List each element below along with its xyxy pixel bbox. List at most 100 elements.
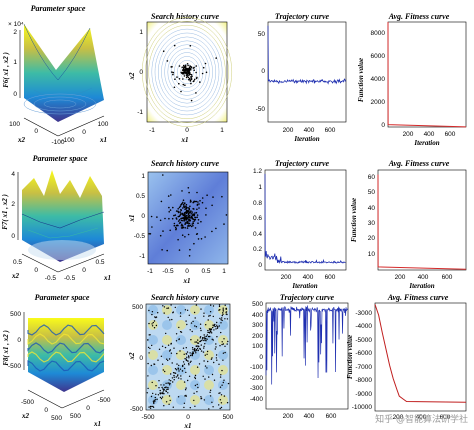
search-point (181, 66, 183, 69)
contour-blob (190, 365, 200, 375)
search-point (194, 384, 197, 387)
x-tick: -500 (97, 397, 110, 404)
search-point (222, 381, 224, 384)
panel-trajectory-0: Trajectory curve 50 0 -50 200 400 600 It… (256, 12, 347, 143)
search-point (193, 69, 195, 71)
search-point (146, 392, 148, 394)
search-point (208, 408, 210, 410)
search-point (177, 215, 180, 218)
search-point (190, 78, 193, 81)
search-point (192, 221, 194, 223)
search-point (208, 315, 210, 317)
search-point (152, 405, 154, 408)
contour-blob (162, 335, 172, 345)
x-axis-label: Iteration (291, 282, 317, 290)
z-tick: 0 (17, 337, 21, 344)
search-point (179, 221, 182, 224)
chart-title: Parameter space (33, 154, 88, 163)
search-point (178, 326, 180, 329)
search-point (158, 380, 160, 382)
x-axis-label: x1 (99, 136, 107, 144)
search-point (191, 217, 194, 220)
contour-blob (162, 320, 172, 330)
fitness-series (377, 174, 467, 270)
search-point (206, 194, 208, 196)
y-tick: 500 (132, 304, 143, 311)
search-point (182, 361, 185, 363)
search-point (168, 206, 170, 209)
contour-blob (148, 380, 158, 390)
y-tick: 0.6 (253, 215, 262, 222)
search-point (199, 337, 201, 339)
search-point (213, 324, 215, 326)
search-point (172, 406, 174, 408)
search-point (222, 310, 224, 312)
search-point (177, 368, 179, 370)
search-point (194, 405, 196, 407)
search-point (182, 78, 184, 80)
panel-search-history-1: Search history curve 1 0.5 0 -0.5 -1 -1 … (128, 159, 229, 285)
surface-ripple (27, 324, 105, 336)
search-point (183, 206, 186, 209)
x-tick: 0 (82, 267, 86, 274)
search-point (175, 228, 177, 231)
search-point (219, 386, 222, 388)
search-point (165, 382, 167, 384)
search-point (178, 219, 181, 221)
search-point (163, 384, 165, 386)
search-point (183, 69, 185, 72)
search-point (195, 341, 198, 343)
search-point (166, 388, 168, 391)
search-point (216, 336, 218, 338)
search-point (184, 215, 187, 217)
search-point (218, 363, 220, 365)
search-point (219, 376, 222, 378)
search-point (192, 222, 195, 225)
watermark: 知乎 @智能算法研学社 (375, 413, 468, 425)
search-point (192, 320, 194, 323)
search-point (147, 346, 150, 349)
search-point (195, 352, 197, 354)
search-point (177, 374, 179, 376)
search-point (209, 314, 211, 317)
search-point (170, 304, 172, 306)
search-point (181, 226, 184, 229)
search-point (200, 220, 202, 223)
search-point (212, 406, 214, 408)
search-point (215, 357, 218, 359)
search-point (185, 358, 187, 360)
search-point (180, 90, 182, 93)
search-point (151, 325, 154, 327)
x-tick: 400 (304, 127, 315, 134)
search-point (168, 382, 170, 384)
search-point (157, 359, 159, 361)
contour-blob (218, 365, 228, 375)
search-point (204, 378, 206, 380)
search-point (183, 353, 185, 355)
contour-blob (218, 320, 228, 330)
search-point (208, 376, 210, 378)
search-point (222, 307, 224, 309)
search-point (196, 347, 199, 350)
search-point (155, 393, 157, 395)
search-point (187, 233, 190, 236)
y-tick: -300 (250, 385, 263, 392)
contour-blob (148, 335, 158, 345)
search-point (150, 395, 153, 398)
search-point (220, 406, 223, 409)
search-point (191, 211, 193, 213)
search-point (161, 249, 163, 251)
search-point (197, 339, 199, 341)
search-point (173, 44, 176, 47)
y-tick: 0 (139, 355, 143, 362)
search-point (183, 406, 185, 409)
x-tick: 400 (304, 413, 315, 420)
y-tick: 200 (252, 333, 263, 340)
search-point (183, 66, 185, 69)
search-point (181, 234, 184, 236)
search-point (223, 338, 225, 340)
search-point (205, 335, 208, 337)
search-point (184, 208, 186, 210)
search-point (222, 313, 224, 315)
search-point (207, 319, 209, 321)
